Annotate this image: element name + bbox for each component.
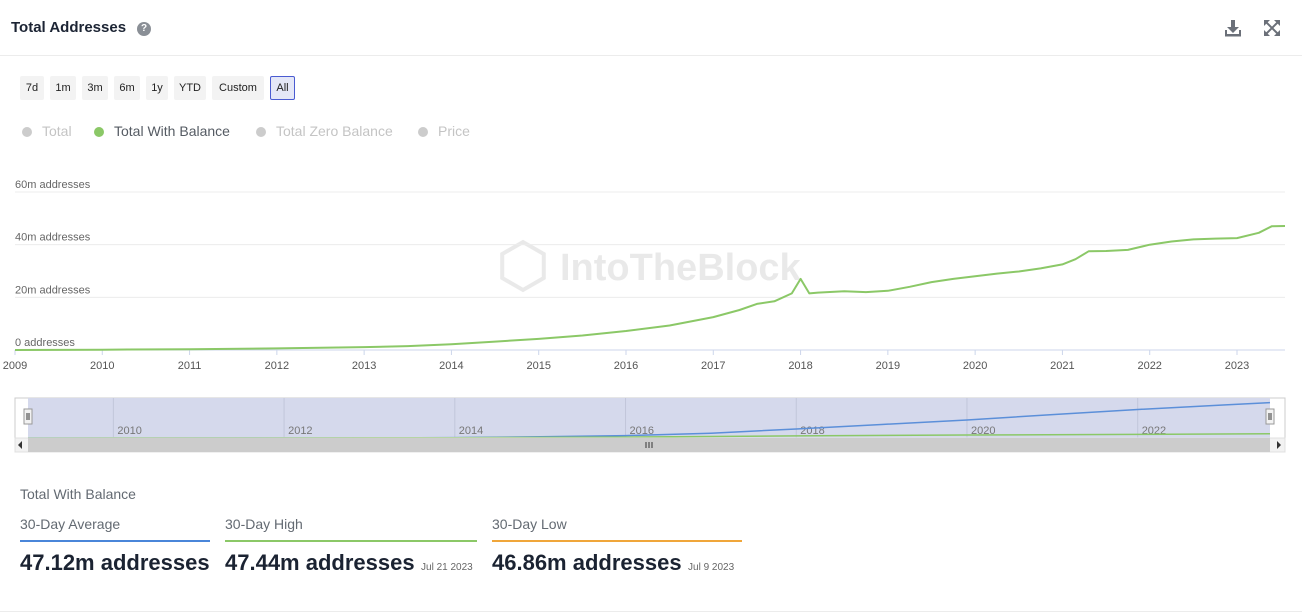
stat-value: 47.12m addresses [20,550,210,575]
stat-date: Jul 9 2023 [688,562,735,573]
stat-label: 30-Day Low [492,516,567,532]
x-tick-label: 2019 [876,360,900,372]
legend-dot-icon [22,127,32,137]
x-tick-label: 2009 [3,360,27,372]
legend-dot-icon [418,127,428,137]
y-tick-label: 60m addresses [15,179,91,191]
stat-date: Jul 21 2023 [421,562,473,573]
x-tick-label: 2017 [701,360,725,372]
navigator-tick-label: 2010 [117,425,141,437]
navigator-left-handle[interactable] [23,408,33,425]
stat-30-day-low: 30-Day Low 46.86m addresses Jul 9 2023 [492,516,742,575]
series-line-total-with-balance [14,225,1286,351]
x-tick-label: 2018 [788,360,812,372]
navigator-tick-label: 2020 [971,425,995,437]
handle-box [23,408,33,425]
navigator-tick-label: 2014 [459,425,483,437]
navigator-tick-label: 2012 [288,425,312,437]
stat-label: 30-Day High [225,516,303,532]
navigator-tick-label: 2016 [630,425,654,437]
range-3m-button[interactable]: 3m [82,76,108,100]
x-tick-label: 2023 [1225,360,1249,372]
x-tick-label: 2014 [439,360,463,372]
legend-dot-icon [94,127,104,137]
x-tick-label: 2021 [1050,360,1074,372]
scroll-left-arrow-icon [18,441,22,449]
x-tick-label: 2010 [90,360,114,372]
help-icon[interactable]: ? [137,22,151,36]
expand-icon[interactable] [1262,18,1282,38]
range-all-button[interactable]: All [270,76,295,100]
x-tick-label: 2012 [265,360,289,372]
y-tick-label: 20m addresses [15,284,91,296]
navigator-tick-label: 2022 [1142,425,1166,437]
range-custom-button[interactable]: Custom [212,76,264,100]
y-tick-label: 40m addresses [15,232,91,244]
stat-30-day-high: 30-Day High 47.44m addresses Jul 21 2023 [225,516,477,575]
x-tick-label: 2011 [178,360,202,372]
handle-box [1265,408,1275,425]
navigator-window [28,398,1270,438]
range-6m-button[interactable]: 6m [114,76,140,100]
stat-underline [225,540,477,542]
x-tick-label: 2022 [1137,360,1161,372]
stat-value: 47.44m addresses [225,550,415,575]
stat-underline [492,540,742,542]
x-tick-label: 2020 [963,360,987,372]
scroll-right-arrow-icon [1277,441,1281,449]
legend-dot-icon [256,127,266,137]
y-tick-label: 0 addresses [15,337,75,349]
stat-30-day-average: 30-Day Average 47.12m addresses [20,516,210,575]
bottom-divider [0,611,1302,612]
chart-header: Total Addresses ? [0,0,1302,56]
x-tick-label: 2013 [352,360,376,372]
range-7d-button[interactable]: 7d [20,76,44,100]
navigator-scrollbar[interactable] [14,437,1286,453]
x-tick-label: 2015 [526,360,550,372]
summary-title: Total With Balance [20,486,136,502]
stat-underline [20,540,210,542]
range-1y-button[interactable]: 1y [146,76,168,100]
x-tick-label: 2016 [614,360,638,372]
download-icon[interactable] [1223,18,1243,38]
navigator-right-handle[interactable] [1265,408,1275,425]
stat-value: 46.86m addresses [492,550,682,575]
stat-label: 30-Day Average [20,516,121,532]
range-1m-button[interactable]: 1m [50,76,76,100]
watermark-text: IntoTheBlock [560,247,802,289]
line-chart: IntoTheBlock 0 addresses 20m addresses 40m … [3,179,1286,453]
watermark-logo-icon [500,239,546,293]
watermark: IntoTheBlock [500,239,802,293]
page-title: Total Addresses [11,19,127,36]
range-ytd-button[interactable]: YTD [174,76,206,100]
